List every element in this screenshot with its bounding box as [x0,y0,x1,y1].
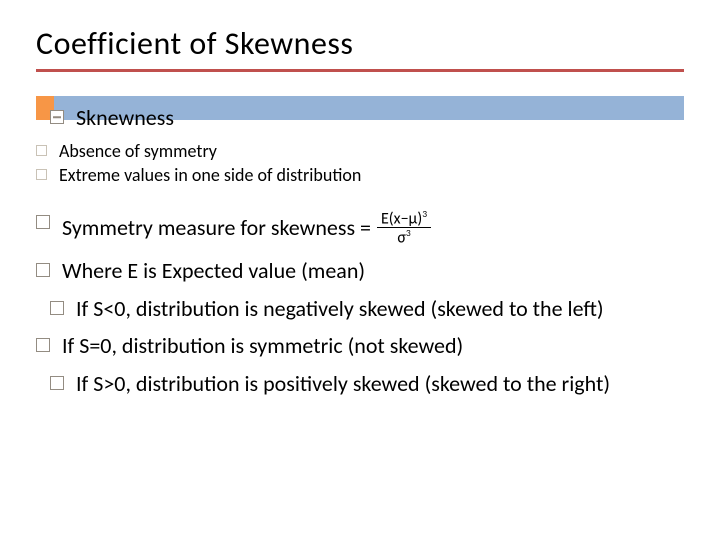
bullet-text: If S=0, distribution is symmetric (not s… [62,332,463,360]
bullet-negative-skew: If S<0, distribution is negatively skewe… [50,295,684,323]
formula-lead: Symmetry measure for skewness = [62,214,371,242]
slide: Coefficient of Skewness Sknewness Absenc… [0,0,720,540]
square-icon [36,338,50,352]
content-area: Sknewness Absence of symmetry Extreme va… [36,102,684,397]
bullet-text: If S<0, distribution is negatively skewe… [76,295,604,323]
bullet-text: Where E is Expected value (mean) [62,257,365,285]
bullet-text: Symmetry measure for skewness = E(x−µ)3 … [62,209,431,248]
sub-bullet-absence: Absence of symmetry [36,140,684,163]
square-icon [36,263,50,277]
square-icon [36,215,50,229]
square-icon [36,145,47,156]
slide-title: Coefficient of Skewness [36,24,684,63]
bullet-positive-skew: If S>0, distribution is positively skewe… [50,370,684,398]
fraction-numerator: E(x−µ)3 [377,209,431,229]
square-icon [36,169,47,180]
bullet-text: If S>0, distribution is positively skewe… [76,370,610,398]
bullet-text: Sknewness [76,104,174,132]
bullet-zero-skew: If S=0, distribution is symmetric (not s… [36,332,684,360]
fraction: E(x−µ)3 σ3 [377,209,431,248]
bullet-text: Extreme values in one side of distributi… [59,164,361,187]
sub-bullet-extreme: Extreme values in one side of distributi… [36,164,684,187]
square-icon [50,301,64,315]
fraction-denominator: σ3 [393,228,414,247]
bullet-expected: Where E is Expected value (mean) [36,257,684,285]
title-underline [36,69,684,72]
square-icon [50,376,64,390]
bullet-text: Absence of symmetry [59,140,217,163]
bullet-skewness: Sknewness [50,104,684,132]
square-minus-icon [50,110,64,124]
bullet-formula: Symmetry measure for skewness = E(x−µ)3 … [36,209,684,248]
